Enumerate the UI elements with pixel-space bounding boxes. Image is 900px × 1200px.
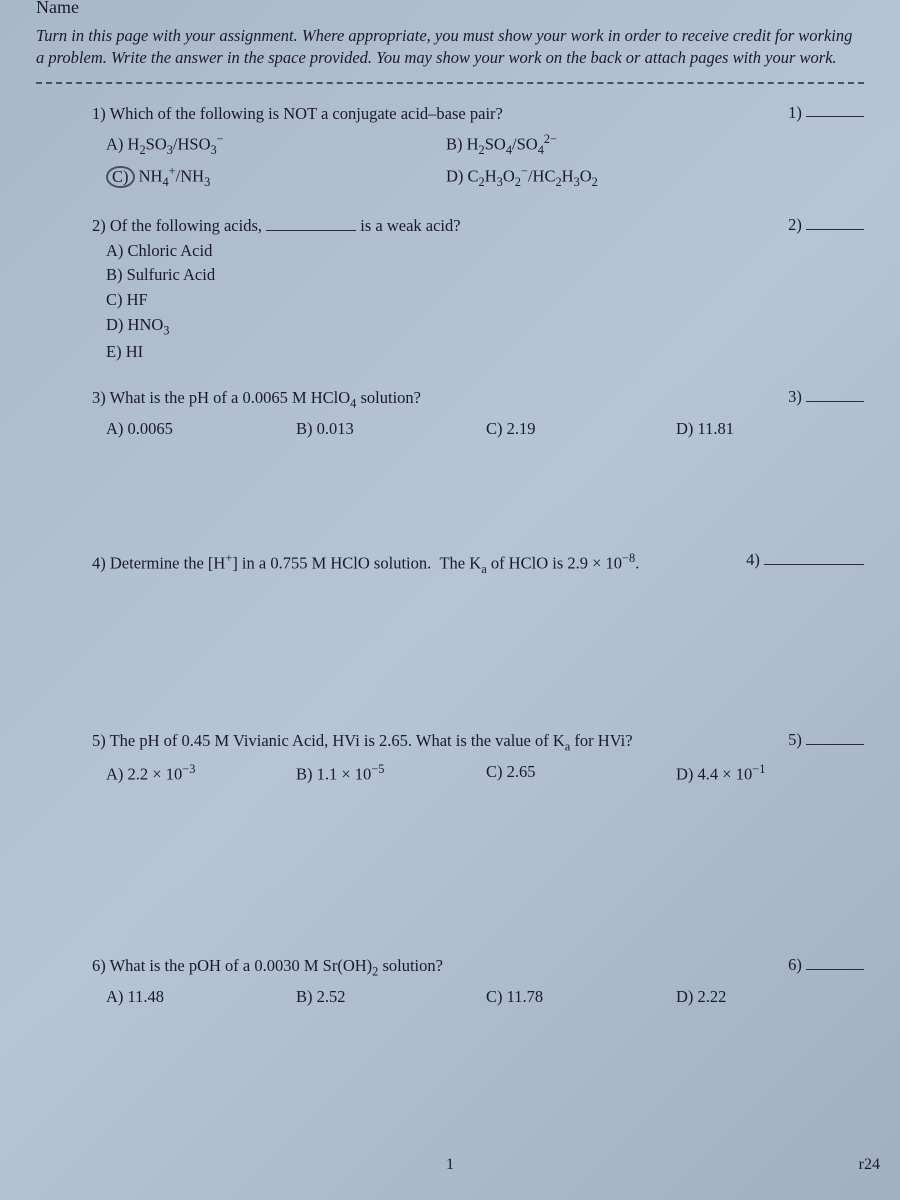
q1-opt-a: A) H2SO3/HSO3− (106, 132, 446, 158)
answer-blank-1[interactable] (806, 102, 864, 118)
q3-options: A) 0.0065 B) 0.013 C) 2.19 D) 11.81 (106, 419, 864, 439)
question-4: 4) 4) Determine the [H+] in a 0.755 M HC… (36, 549, 864, 578)
q5-options: A) 2.2 × 10−3 B) 1.1 × 10−5 C) 2.65 D) 4… (106, 762, 864, 785)
answer-blank-3[interactable] (806, 386, 864, 402)
answer-number-6: 6) (788, 955, 802, 974)
q3-opt-b: B) 0.013 (296, 419, 486, 439)
q2-prompt: 2) Of the following acids, is a weak aci… (92, 214, 864, 239)
answer-number-4: 4) (746, 550, 760, 569)
answer-blank-6[interactable] (806, 954, 864, 970)
answer-number-3: 3) (788, 387, 802, 406)
work-space-5 (36, 804, 864, 954)
answer-slot-2: 2) (788, 214, 864, 235)
name-label: Name (36, 0, 79, 17)
page-number: 1 (446, 1156, 454, 1174)
q2-inline-blank (266, 215, 356, 231)
q5-opt-d: D) 4.4 × 10−1 (676, 762, 765, 785)
q1-opt-c: C) NH4+/NH3 (106, 164, 446, 190)
work-space-4 (36, 599, 864, 729)
q6-opt-b: B) 2.52 (296, 987, 486, 1007)
q1-opt-b: B) H2SO4/SO42− (446, 132, 557, 158)
q6-options: A) 11.48 B) 2.52 C) 11.78 D) 2.22 (106, 987, 864, 1007)
question-2: 2) 2) Of the following acids, is a weak … (36, 214, 864, 365)
q1-prompt: 1) Which of the following is NOT a conju… (92, 102, 864, 127)
q3-opt-a: A) 0.0065 (106, 419, 296, 439)
answer-slot-5: 5) (788, 729, 864, 750)
question-1: 1) 1) Which of the following is NOT a co… (36, 102, 864, 190)
q6-opt-c: C) 11.78 (486, 987, 676, 1007)
q2-prompt-pre: 2) Of the following acids, (92, 216, 266, 235)
q6-prompt: 6) What is the pOH of a 0.0030 M Sr(OH)2… (92, 954, 864, 981)
q5-opt-b: B) 1.1 × 10−5 (296, 762, 486, 785)
q1-row2: C) NH4+/NH3 D) C2H3O2−/HC2H3O2 (106, 164, 864, 190)
answer-blank-4[interactable] (764, 549, 864, 565)
q5-prompt: 5) The pH of 0.45 M Vivianic Acid, HVi i… (92, 729, 864, 756)
q2-opt-a: A) Chloric Acid (106, 239, 864, 264)
instructions-text: Turn in this page with your assignment. … (36, 25, 864, 70)
work-space-3 (36, 459, 864, 549)
q3-opt-d: D) 11.81 (676, 419, 734, 439)
answer-slot-4: 4) (746, 549, 864, 570)
q2-opt-d: D) HNO3 (106, 313, 864, 340)
q2-opt-b: B) Sulfuric Acid (106, 263, 864, 288)
q2-opt-e: E) HI (106, 340, 864, 365)
question-6: 6) 6) What is the pOH of a 0.0030 M Sr(O… (36, 954, 864, 1007)
answer-slot-6: 6) (788, 954, 864, 975)
name-line: Name (36, 0, 864, 19)
q2-prompt-post: is a weak acid? (356, 216, 460, 235)
q6-opt-a: A) 11.48 (106, 987, 296, 1007)
answer-blank-2[interactable] (806, 214, 864, 230)
question-3: 3) 3) What is the pH of a 0.0065 M HClO4… (36, 386, 864, 439)
footer-code: r24 (859, 1156, 880, 1174)
answer-number-2: 2) (788, 215, 802, 234)
worksheet-page: Name Turn in this page with your assignm… (0, 0, 900, 1007)
answer-slot-3: 3) (788, 386, 864, 407)
answer-slot-1: 1) (788, 102, 864, 123)
divider-dashed (36, 82, 864, 84)
q1-row1: A) H2SO3/HSO3− B) H2SO4/SO42− (106, 132, 864, 158)
answer-number-5: 5) (788, 730, 802, 749)
q5-opt-c: C) 2.65 (486, 762, 676, 785)
q1-opt-d: D) C2H3O2−/HC2H3O2 (446, 164, 598, 190)
q3-prompt: 3) What is the pH of a 0.0065 M HClO4 so… (92, 386, 864, 413)
q2-opt-c: C) HF (106, 288, 864, 313)
answer-number-1: 1) (788, 102, 802, 121)
q3-opt-c: C) 2.19 (486, 419, 676, 439)
q5-opt-a: A) 2.2 × 10−3 (106, 762, 296, 785)
q6-opt-d: D) 2.22 (676, 987, 726, 1007)
answer-blank-5[interactable] (806, 729, 864, 745)
question-5: 5) 5) The pH of 0.45 M Vivianic Acid, HV… (36, 729, 864, 784)
